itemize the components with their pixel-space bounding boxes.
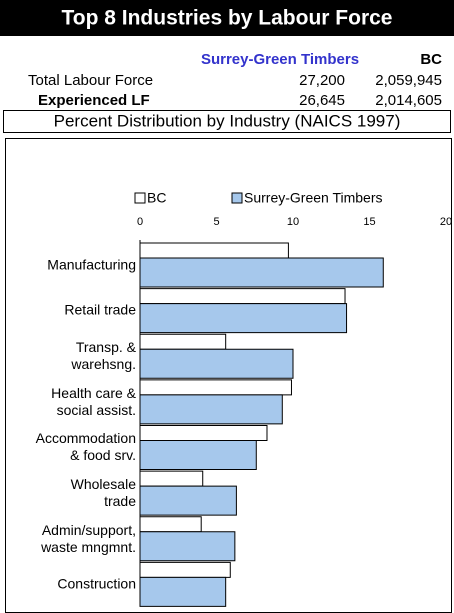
page-title: Top 8 Industries by Labour Force: [62, 7, 393, 30]
y-tick-label: Construction: [57, 575, 136, 592]
bar: [139, 333, 227, 350]
bar: [139, 576, 227, 607]
legend-swatch: [134, 192, 146, 204]
bar: [139, 288, 346, 305]
column-header: Surrey-Green Timbers: [201, 51, 359, 68]
y-tick-label: Transp. & warehsng.: [71, 339, 136, 373]
title-bar: [0, 0, 454, 36]
x-tick-label: 5: [213, 216, 219, 228]
bar: [139, 242, 289, 259]
cell: 2,014,605: [375, 92, 442, 109]
y-tick-label: Admin/support, waste mngmnt.: [41, 521, 136, 555]
bar: [139, 303, 348, 334]
bar: [139, 531, 236, 562]
x-tick-label: 20: [440, 216, 452, 228]
legend-swatch: [231, 192, 243, 204]
y-tick-label: Retail trade: [64, 301, 136, 318]
row-label: Total Labour Force: [28, 72, 153, 89]
bar: [139, 425, 268, 441]
bar: [139, 440, 257, 470]
column-header: BC: [420, 51, 442, 68]
cell: 26,645: [299, 92, 345, 109]
row-label: Experienced LF: [38, 92, 150, 109]
chart-title: Percent Distribution by Industry (NAICS …: [54, 111, 401, 130]
bar: [139, 470, 204, 487]
y-tick-label: Wholesale trade: [70, 475, 136, 509]
bar: [139, 257, 384, 288]
bar: [139, 394, 283, 425]
x-tick-label: 0: [137, 216, 143, 228]
y-tick-label: Health care & social assist.: [51, 384, 136, 418]
x-tick-label: 15: [363, 216, 375, 228]
x-tick-label: 10: [287, 216, 299, 228]
y-tick-label: Manufacturing: [47, 256, 136, 273]
legend-label: Surrey-Green Timbers: [244, 190, 382, 206]
bar: [139, 516, 202, 533]
subtitle-box: [3, 110, 451, 133]
bar: [139, 485, 237, 516]
y-tick-label: Accommodation & food srv.: [35, 430, 136, 464]
legend-label: BC: [147, 190, 166, 206]
cell: 27,200: [299, 72, 345, 89]
cell: 2,059,945: [375, 72, 442, 89]
bar: [139, 379, 292, 396]
bar: [139, 561, 231, 578]
bar: [139, 348, 294, 379]
